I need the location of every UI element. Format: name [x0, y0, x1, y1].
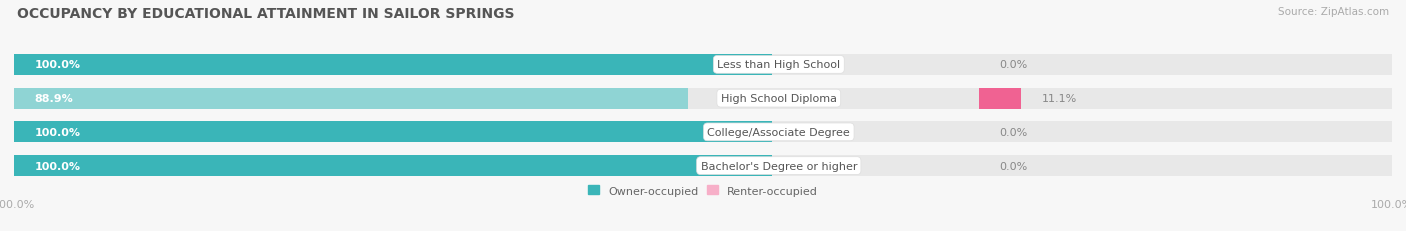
- Text: 88.9%: 88.9%: [35, 94, 73, 104]
- Bar: [14, 55, 1392, 76]
- Text: Less than High School: Less than High School: [717, 60, 841, 70]
- Text: 0.0%: 0.0%: [1000, 127, 1028, 137]
- Bar: [14, 88, 688, 109]
- Text: OCCUPANCY BY EDUCATIONAL ATTAINMENT IN SAILOR SPRINGS: OCCUPANCY BY EDUCATIONAL ATTAINMENT IN S…: [17, 7, 515, 21]
- Bar: [14, 122, 1392, 143]
- Legend: Owner-occupied, Renter-occupied: Owner-occupied, Renter-occupied: [588, 186, 818, 196]
- Text: High School Diploma: High School Diploma: [721, 94, 837, 104]
- Bar: [14, 55, 772, 76]
- Text: College/Associate Degree: College/Associate Degree: [707, 127, 851, 137]
- Text: 0.0%: 0.0%: [1000, 60, 1028, 70]
- Text: Bachelor's Degree or higher: Bachelor's Degree or higher: [700, 161, 858, 171]
- Text: Source: ZipAtlas.com: Source: ZipAtlas.com: [1278, 7, 1389, 17]
- Bar: [979, 88, 1021, 109]
- Text: 100.0%: 100.0%: [35, 161, 80, 171]
- Text: 100.0%: 100.0%: [35, 127, 80, 137]
- Text: 11.1%: 11.1%: [1042, 94, 1077, 104]
- Bar: [14, 155, 1392, 176]
- Bar: [14, 88, 1392, 109]
- Text: 100.0%: 100.0%: [35, 60, 80, 70]
- Bar: [14, 155, 772, 176]
- Bar: [14, 122, 772, 143]
- Text: 0.0%: 0.0%: [1000, 161, 1028, 171]
